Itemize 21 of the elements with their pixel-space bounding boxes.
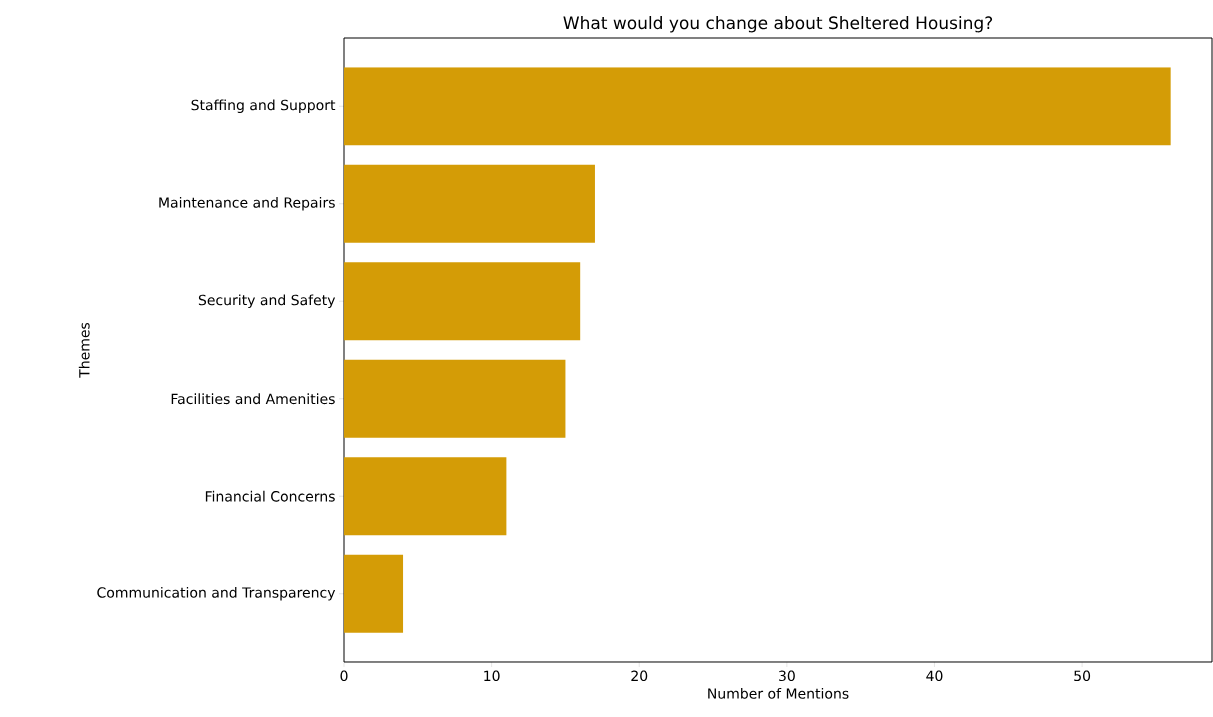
y-tick-label: Maintenance and Repairs [159,196,335,211]
bar [344,457,507,536]
bar [344,164,595,243]
chart-title: What would you change about Sheltered Housing? [563,16,993,33]
x-tick-label: 50 [1074,670,1091,682]
x-tick-label: 0 [340,670,348,682]
x-tick-label: 10 [484,670,500,682]
x-axis-title: Number of Mentions [708,687,849,699]
y-tick-label: Security and Safety [198,294,336,309]
y-axis-title: Themes [78,322,90,378]
y-tick-label: Financial Concerns [205,490,335,502]
x-tick-label: 20 [631,670,648,682]
bar [344,67,1171,146]
y-tick-label: Facilities and Amenities [171,393,335,405]
y-tick-label: Staffing and Support [191,99,336,114]
x-tick-label: 40 [926,670,943,682]
bar [344,262,581,341]
x-tick-label: 30 [779,670,795,682]
bar [344,554,404,633]
bar [344,359,566,438]
y-tick-label: Communication and Transparency [97,586,336,601]
